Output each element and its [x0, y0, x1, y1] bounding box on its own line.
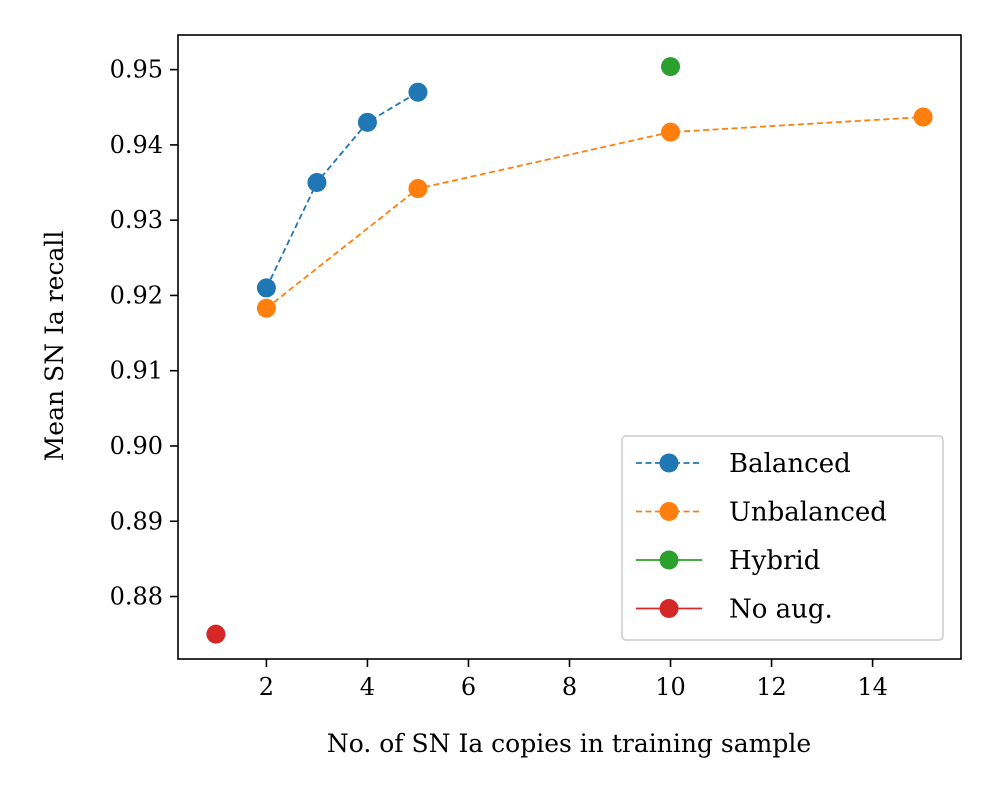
- y-axis-ticks: 0.88 0.89 0.90 0.91 0.92 0.93 0.94 0.95: [110, 56, 178, 611]
- legend-item: No aug.: [636, 595, 833, 625]
- x-tick-label: 6: [461, 673, 476, 701]
- data-point-hybrid: [661, 57, 681, 77]
- y-tick-label: 0.95: [110, 56, 163, 84]
- legend-label: Hybrid: [729, 546, 820, 576]
- data-point-unbalanced: [408, 179, 428, 199]
- data-point-balanced: [408, 82, 428, 102]
- legend-box: [621, 435, 944, 641]
- y-tick-label: 0.92: [110, 281, 163, 309]
- legend-marker: [659, 453, 679, 473]
- x-tick-label: 4: [360, 673, 375, 701]
- data-point-balanced: [307, 173, 327, 193]
- legend-item: Unbalanced: [636, 498, 887, 528]
- y-tick-label: 0.93: [110, 206, 163, 234]
- x-tick-label: 14: [857, 673, 888, 701]
- y-tick-label: 0.88: [110, 583, 163, 611]
- data-point-balanced: [256, 278, 276, 298]
- x-tick-label: 12: [756, 673, 787, 701]
- y-tick-label: 0.90: [110, 432, 163, 460]
- series-balanced: [256, 82, 428, 298]
- series-line-balanced: [265, 91, 419, 289]
- legend-label: No aug.: [729, 595, 833, 625]
- x-tick-label: 8: [562, 673, 577, 701]
- series-hybrid: [661, 57, 681, 77]
- data-point-unbalanced: [913, 107, 933, 127]
- legend-label: Unbalanced: [729, 498, 887, 528]
- legend: Balanced Unbalanced Hybrid No aug.: [621, 435, 944, 641]
- x-axis-ticks: 2 4 6 8 10 12 14: [259, 659, 888, 701]
- plot-frame: [177, 34, 962, 660]
- legend-marker: [659, 550, 679, 570]
- series-line-unbalanced: [265, 116, 924, 309]
- series-layer: [206, 57, 933, 644]
- legend-item: Balanced: [636, 449, 851, 479]
- series-unbalanced: [256, 107, 933, 318]
- legend-marker: [659, 502, 679, 521]
- x-axis-title: No. of SN Ia copies in training sample: [327, 729, 811, 758]
- series-no-aug: [206, 624, 226, 644]
- y-tick-label: 0.91: [110, 357, 163, 385]
- data-point-balanced: [357, 112, 377, 132]
- x-tick-label: 10: [655, 673, 686, 701]
- legend-item: Hybrid: [636, 546, 820, 576]
- y-tick-label: 0.94: [110, 131, 163, 159]
- y-tick-label: 0.89: [110, 507, 163, 535]
- data-point-unbalanced: [661, 122, 681, 142]
- y-axis-title: Mean SN Ia recall: [40, 231, 69, 462]
- legend-label: Balanced: [729, 449, 851, 479]
- data-point-unbalanced: [256, 298, 276, 318]
- data-point-no-aug: [206, 624, 226, 644]
- x-tick-label: 2: [259, 673, 274, 701]
- legend-marker: [659, 599, 679, 618]
